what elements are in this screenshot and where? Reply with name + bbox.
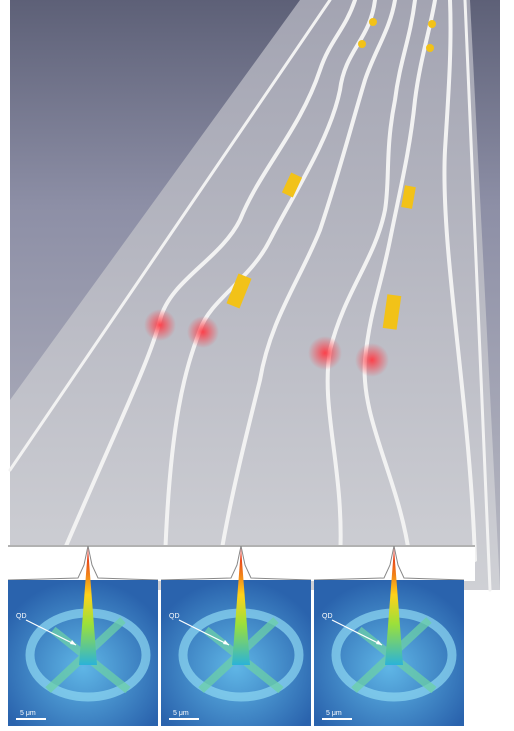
- qd-label: QD: [169, 613, 180, 620]
- qd-label: QD: [322, 613, 333, 620]
- qd-label: QD: [16, 613, 27, 620]
- page: QD5 μmQD5 μmQD5 μm (() => { const data =…: [0, 0, 514, 726]
- figure: QD 5 μm QD 5 μm QD 5 μm: [0, 0, 514, 726]
- scale-label: 5 μm: [326, 710, 342, 717]
- scale-label: 5 μm: [20, 710, 36, 717]
- scale-label: 5 μm: [173, 710, 189, 717]
